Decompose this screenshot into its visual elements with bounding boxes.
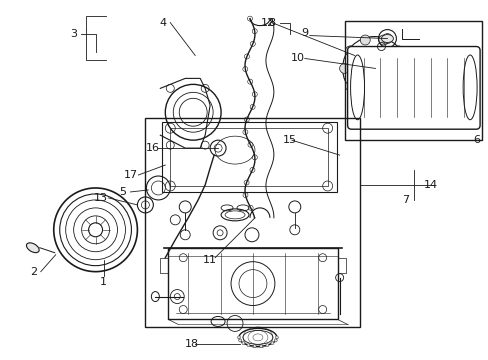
Text: 3: 3: [70, 28, 77, 39]
Circle shape: [393, 81, 403, 91]
Text: 17: 17: [123, 170, 137, 180]
Text: 15: 15: [282, 135, 296, 145]
Circle shape: [378, 92, 388, 102]
Ellipse shape: [26, 243, 39, 253]
Text: 9: 9: [301, 28, 308, 37]
Text: 7: 7: [401, 195, 408, 205]
Circle shape: [242, 342, 244, 345]
Circle shape: [265, 344, 268, 347]
Circle shape: [275, 336, 278, 339]
Circle shape: [345, 46, 355, 56]
Text: 8: 8: [268, 18, 275, 28]
Text: 6: 6: [473, 135, 480, 145]
Text: 2: 2: [30, 267, 37, 276]
Circle shape: [378, 35, 388, 45]
Circle shape: [259, 345, 262, 348]
Bar: [160, 258, 168, 273]
Ellipse shape: [381, 35, 393, 42]
Circle shape: [270, 342, 273, 345]
Text: 14: 14: [424, 180, 437, 190]
Text: 11: 11: [203, 255, 217, 265]
Circle shape: [238, 339, 241, 342]
Circle shape: [246, 344, 249, 347]
Circle shape: [345, 81, 355, 91]
Text: 4: 4: [160, 18, 166, 28]
Bar: [145, 118, 359, 328]
Bar: [162, 122, 336, 192]
Circle shape: [274, 339, 277, 342]
Text: 10: 10: [290, 54, 304, 63]
Circle shape: [360, 92, 369, 102]
Text: 13: 13: [93, 193, 107, 203]
Text: 12: 12: [260, 18, 274, 28]
Circle shape: [237, 336, 240, 339]
FancyBboxPatch shape: [347, 46, 479, 129]
Circle shape: [253, 345, 256, 348]
Circle shape: [339, 63, 349, 73]
Text: 1: 1: [100, 276, 107, 287]
Bar: [168, 248, 337, 319]
Text: 16: 16: [145, 143, 159, 153]
Bar: [337, 258, 345, 273]
Text: 18: 18: [185, 339, 199, 349]
Circle shape: [399, 63, 408, 73]
Bar: [344, 21, 481, 140]
Circle shape: [360, 35, 369, 45]
Circle shape: [393, 46, 403, 56]
Bar: [170, 128, 327, 186]
Text: 5: 5: [119, 187, 126, 197]
